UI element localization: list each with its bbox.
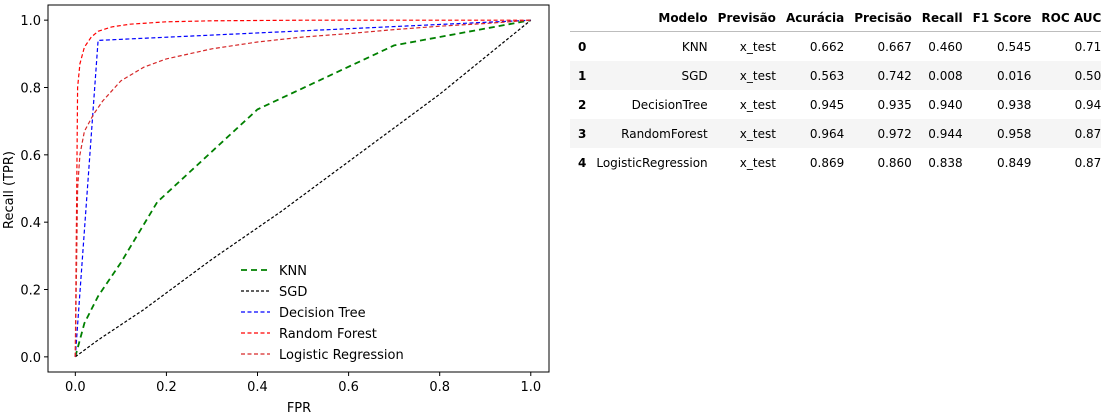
curve-decision-tree	[74, 19, 531, 357]
table-cell: 0.545	[997, 39, 1032, 54]
table-cell: 0.972	[877, 126, 912, 141]
table-cell: 0.94	[1074, 97, 1101, 112]
x-tick-label: 0.4	[247, 380, 268, 395]
table-cell: 0.938	[997, 97, 1032, 112]
index-header	[570, 5, 592, 32]
table-cell: 0.50	[1074, 68, 1101, 83]
legend-label: KNN	[279, 264, 307, 279]
row-index: 3	[578, 126, 587, 141]
table-cell: KNN	[681, 39, 708, 54]
column-header: ROC AUC	[1036, 5, 1101, 32]
table-cell: 0.563	[809, 68, 845, 83]
y-tick-label: 0.6	[20, 149, 41, 164]
y-tick-label: 0.0	[20, 351, 41, 366]
legend-label: Random Forest	[279, 327, 377, 342]
column-header: Previsão	[712, 5, 781, 32]
column-header: F1 Score	[967, 5, 1037, 32]
table-cell: 0.838	[928, 155, 963, 170]
table-cell: DecisionTree	[631, 97, 708, 112]
metrics-table: Modelo Previsão Acurácia Precisão Recall F1 S…	[570, 5, 1101, 177]
table-row: 4 LogisticRegression x_test 0.869 0.860 0.838…	[570, 148, 1101, 177]
column-header: Modelo	[591, 5, 713, 32]
table-cell: 0.945	[809, 97, 845, 112]
row-index: 2	[578, 97, 587, 112]
table-row: 3 RandomForest x_test 0.964 0.972 0.944 0.958 0…	[570, 119, 1101, 148]
table-cell: 0.008	[928, 68, 963, 83]
table-cell: 0.87	[1074, 155, 1101, 170]
table-cell: 0.940	[928, 97, 963, 112]
table-cell: 0.860	[877, 155, 912, 170]
table-cell: 0.460	[928, 39, 963, 54]
y-tick-label: 0.8	[20, 81, 41, 96]
x-tick-label: 0.2	[156, 380, 177, 395]
table-cell: x_test	[739, 68, 776, 83]
y-axis-ticks: 0.0 0.2 0.4 0.6 0.8 1.0	[20, 14, 48, 366]
table-cell: 0.742	[877, 68, 912, 83]
x-tick-label: 1.0	[520, 380, 541, 395]
table-cell: x_test	[739, 97, 776, 112]
table-body: 0 KNN x_test 0.662 0.667 0.460 0.545 0.71 1 SGD x_…	[570, 32, 1101, 178]
y-tick-label: 1.0	[20, 14, 41, 29]
row-index: 4	[578, 155, 587, 170]
table-cell: 0.958	[997, 126, 1032, 141]
legend-label: SGD	[279, 285, 307, 300]
table-cell: LogisticRegression	[596, 155, 708, 170]
legend: KNN SGD Decision Tree Random Forest Logistic…	[241, 264, 404, 363]
table-cell: 0.87	[1074, 126, 1101, 141]
row-index: 1	[578, 68, 587, 83]
x-tick-label: 0.8	[429, 380, 450, 395]
table-cell: 0.869	[809, 155, 845, 170]
row-index: 0	[578, 39, 587, 54]
roc-curve-chart: 0.0 0.2 0.4 0.6 0.8 1.0 0.0 0.2 0.4 0.6 0.8 1.0 FP…	[2, 4, 550, 416]
table-header-row: Modelo Previsão Acurácia Precisão Recall F1 S…	[570, 5, 1101, 32]
table-cell: 0.016	[997, 68, 1032, 83]
table-cell: 0.667	[877, 39, 912, 54]
table-cell: 0.935	[877, 97, 912, 112]
table-cell: x_test	[739, 155, 776, 170]
legend-label: Decision Tree	[279, 306, 366, 321]
curve-sgd	[74, 19, 532, 358]
curve-random-forest	[74, 19, 531, 357]
column-header: Precisão	[849, 5, 917, 32]
table-row: 1 SGD x_test 0.563 0.742 0.008 0.016 0.50	[570, 61, 1101, 90]
x-axis-ticks: 0.0 0.2 0.4 0.6 0.8 1.0	[65, 372, 541, 395]
x-tick-label: 0.6	[338, 380, 359, 395]
legend-label: Logistic Regression	[279, 348, 404, 363]
plot-frame	[47, 4, 550, 373]
x-axis-label: FPR	[287, 401, 311, 416]
x-tick-label: 0.0	[65, 380, 86, 395]
table-row: 2 DecisionTree x_test 0.945 0.935 0.940 0.938 0…	[570, 90, 1101, 119]
table-row: 0 KNN x_test 0.662 0.667 0.460 0.545 0.71	[570, 32, 1101, 62]
column-header: Recall	[916, 5, 968, 32]
table-cell: RandomForest	[621, 126, 708, 141]
table-cell: x_test	[739, 39, 776, 54]
curve-knn	[74, 19, 531, 358]
curve-logistic-regression	[74, 19, 531, 357]
table-cell: 0.849	[997, 155, 1032, 170]
y-tick-label: 0.4	[20, 216, 41, 231]
table-cell: 0.964	[809, 126, 845, 141]
column-header: Acurácia	[780, 5, 850, 32]
table-cell: x_test	[739, 126, 776, 141]
y-tick-label: 0.2	[20, 284, 41, 299]
table-cell: 0.71	[1074, 39, 1101, 54]
table-cell: SGD	[681, 68, 708, 83]
table-cell: 0.662	[809, 39, 845, 54]
table-cell: 0.944	[928, 126, 963, 141]
y-axis-label: Recall (TPR)	[2, 151, 17, 229]
roc-curves	[74, 19, 532, 358]
